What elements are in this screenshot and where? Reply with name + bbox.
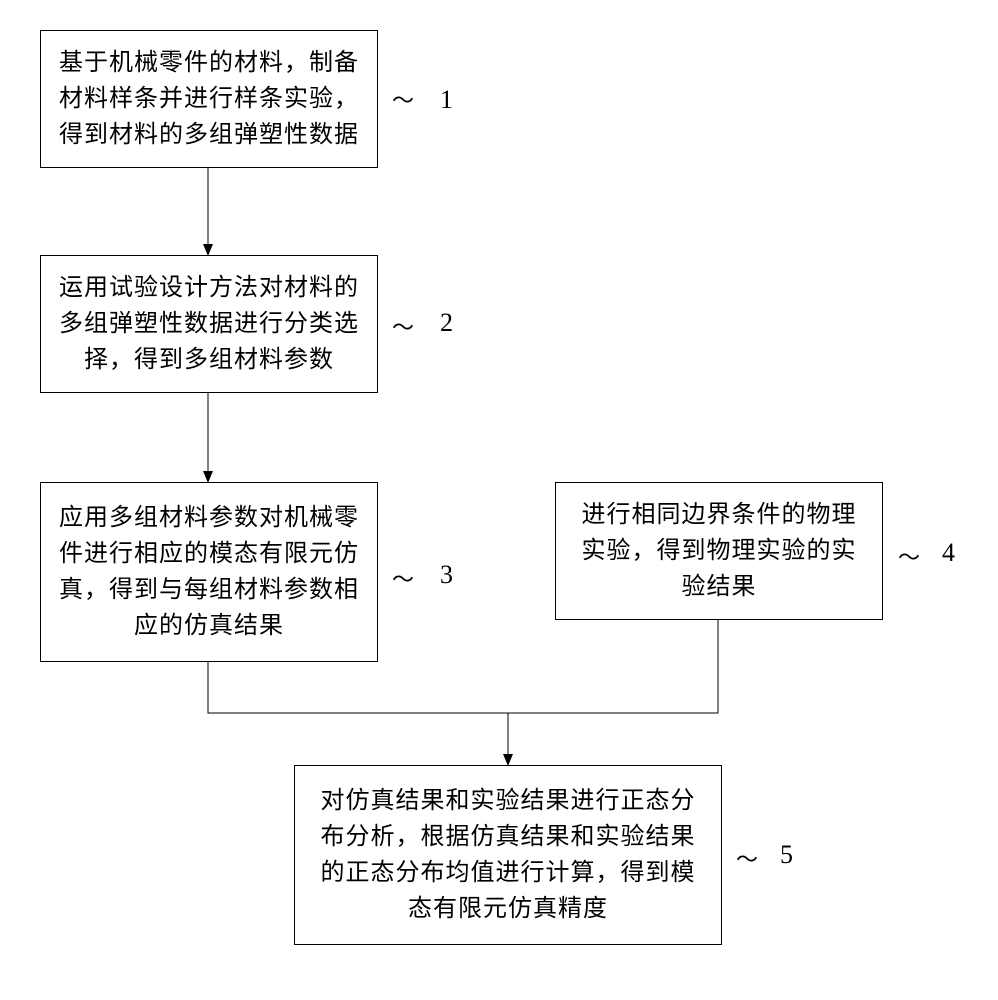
edge-3-5 [208,662,508,765]
node-4-text: 进行相同边界条件的物理实验，得到物理实验的实验结果 [582,497,857,605]
flowchart-node-5: 对仿真结果和实验结果进行正态分布分析，根据仿真结果和实验结果的正态分布均值进行计… [294,765,722,945]
node-2-text: 运用试验设计方法对材料的多组弹塑性数据进行分类选择，得到多组材料参数 [59,270,359,378]
node-5-text: 对仿真结果和实验结果进行正态分布分析，根据仿真结果和实验结果的正态分布均值进行计… [321,783,696,927]
flowchart-node-2: 运用试验设计方法对材料的多组弹塑性数据进行分类选择，得到多组材料参数 [40,255,378,393]
tilde-2: 〜 [392,310,414,342]
flowchart-node-3: 应用多组材料参数对机械零件进行相应的模态有限元仿真，得到与每组材料参数相应的仿真… [40,482,378,662]
node-1-text: 基于机械零件的材料，制备材料样条并进行样条实验，得到材料的多组弹塑性数据 [59,45,359,153]
tilde-3: 〜 [392,562,414,594]
tilde-5: 〜 [736,842,758,874]
step-label-3: 3 [440,560,453,590]
step-label-4: 4 [942,538,955,568]
step-label-2: 2 [440,308,453,338]
step-label-5: 5 [780,840,793,870]
flowchart-node-4: 进行相同边界条件的物理实验，得到物理实验的实验结果 [555,482,883,620]
tilde-1: 〜 [392,83,414,115]
step-label-1: 1 [440,85,453,115]
tilde-4: 〜 [898,540,920,572]
node-3-text: 应用多组材料参数对机械零件进行相应的模态有限元仿真，得到与每组材料参数相应的仿真… [59,500,359,644]
flowchart-node-1: 基于机械零件的材料，制备材料样条并进行样条实验，得到材料的多组弹塑性数据 [40,30,378,168]
edge-4-5 [508,620,718,713]
